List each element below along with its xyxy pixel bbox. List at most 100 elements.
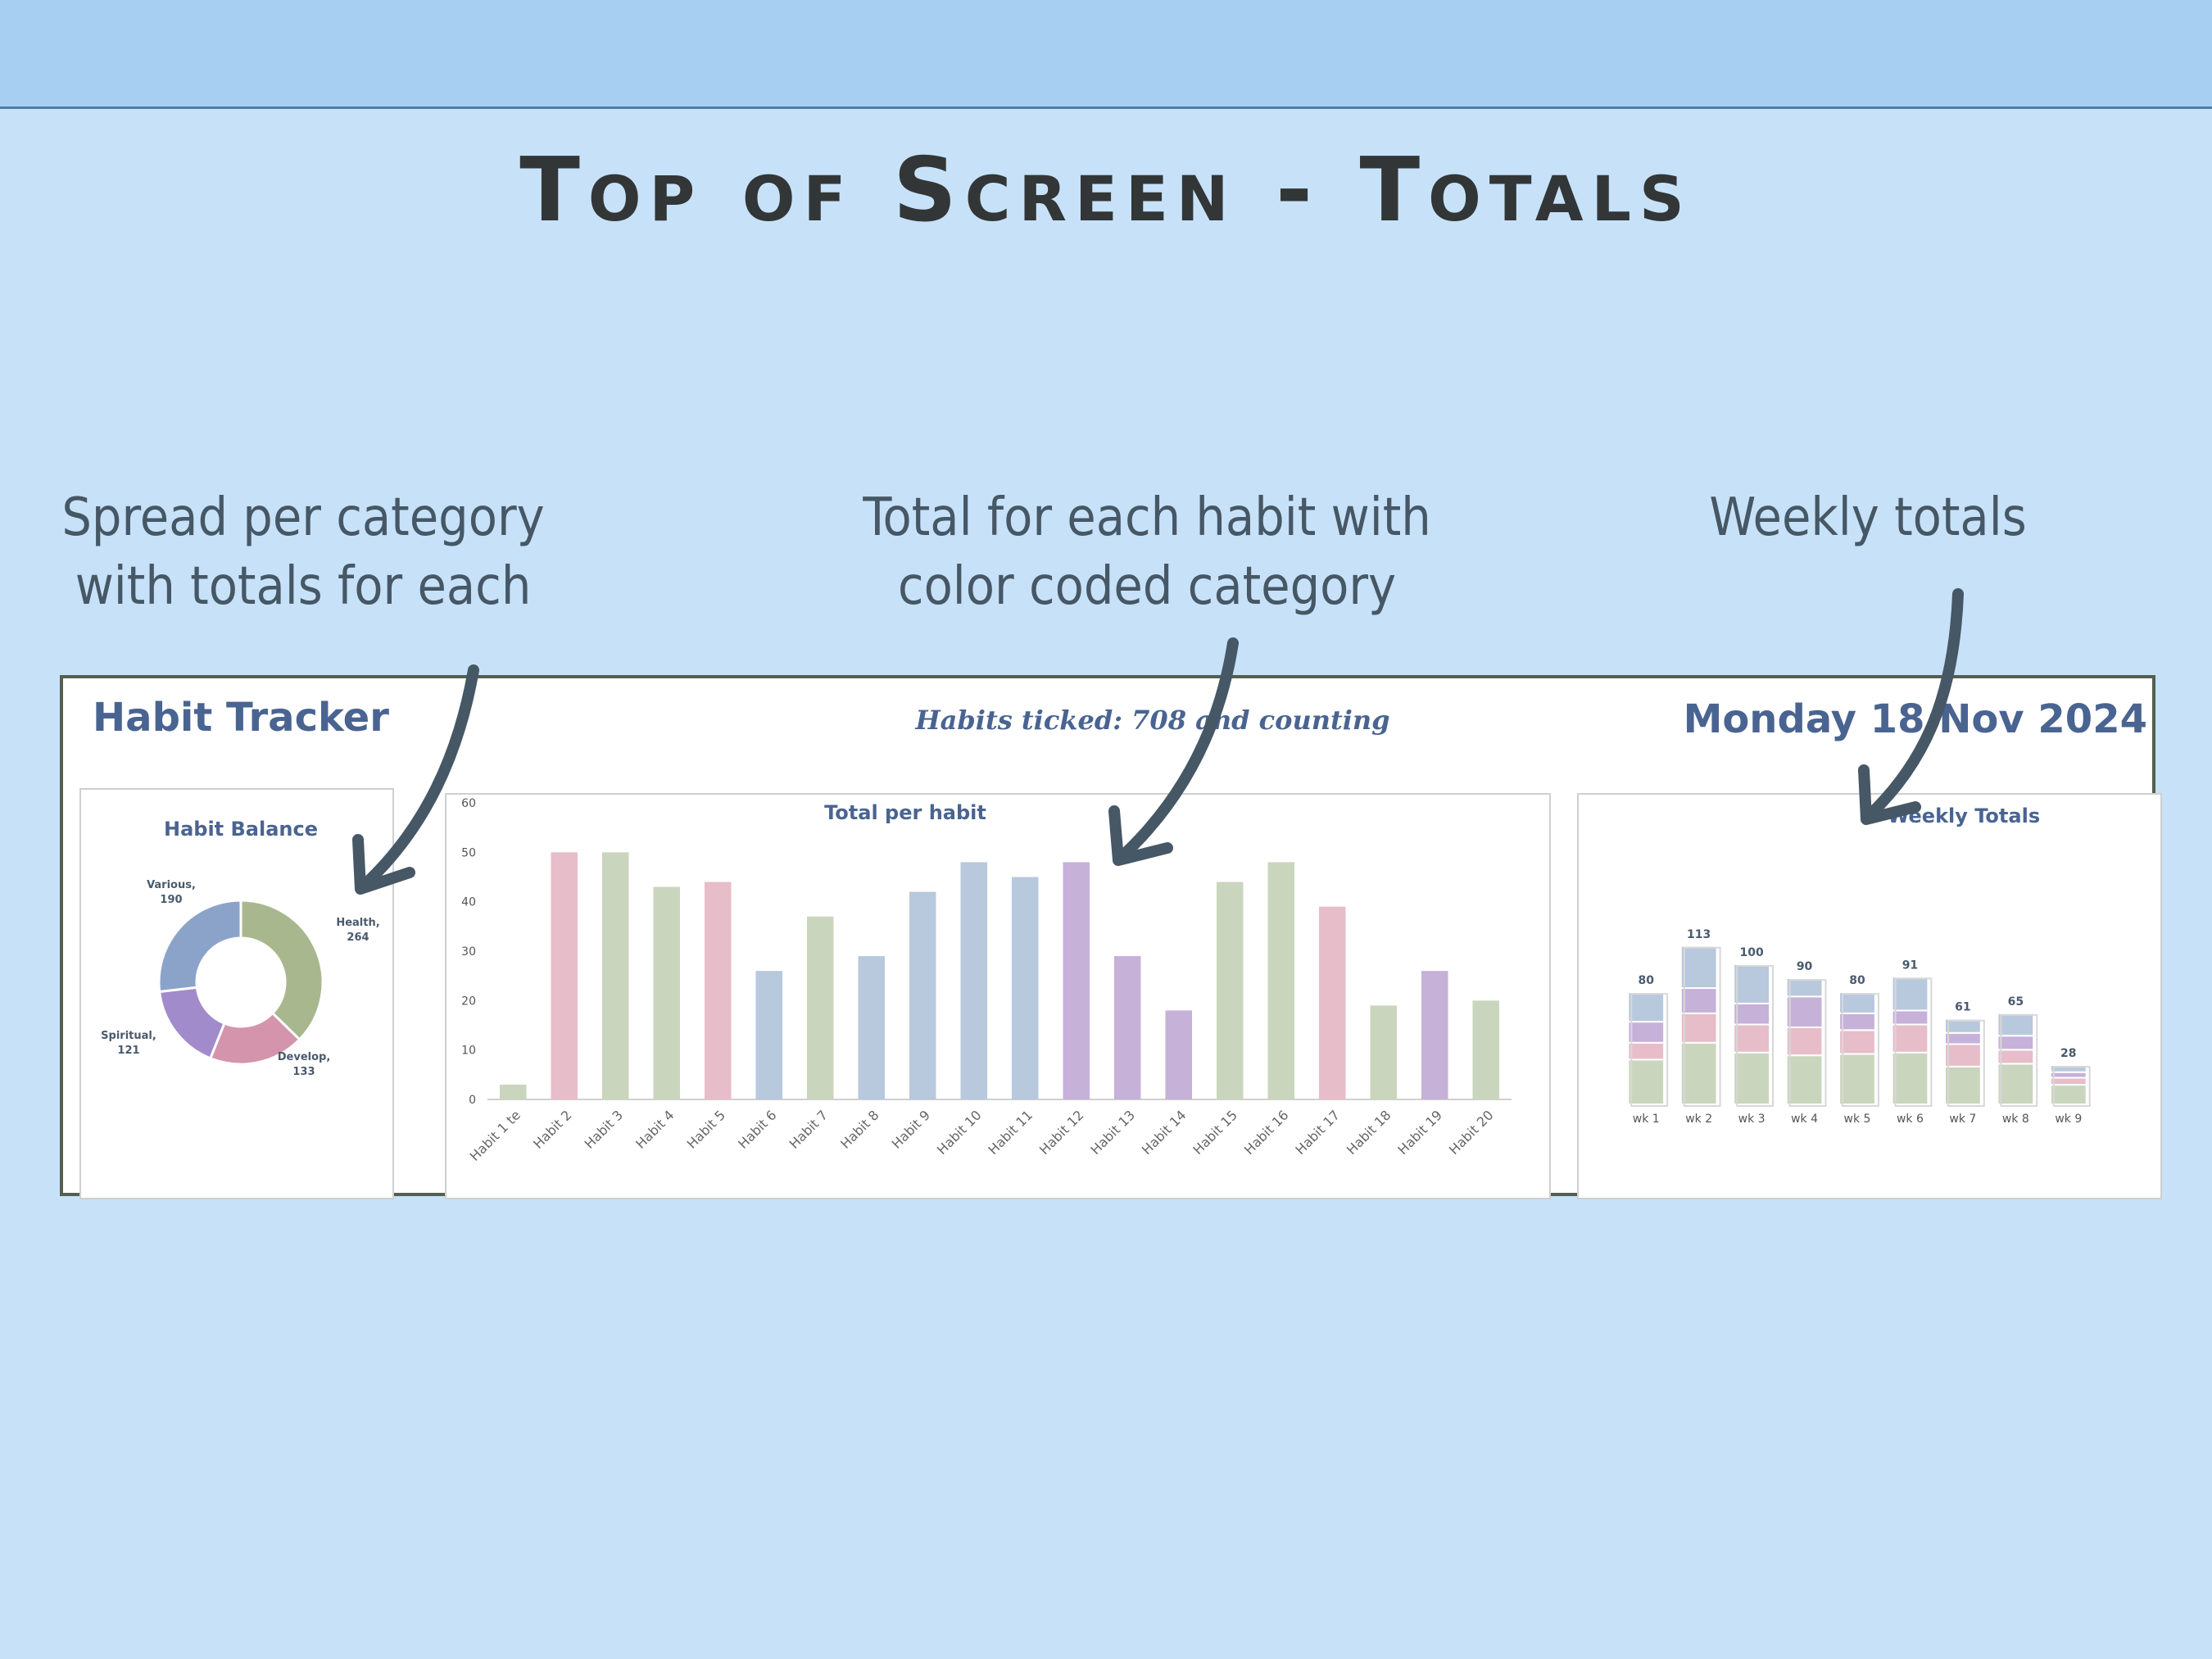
habit-bar [1063,862,1090,1099]
weekly-total-label: 91 [1902,959,1918,972]
arrow-to-bars-head [1108,805,1173,866]
weekly-bar-shadow [1894,977,1933,1107]
donut-label-develop: Develop, [278,1051,331,1063]
habit-bar [858,956,885,1099]
arrow-to-weekly [1864,588,1964,821]
habit-bar [551,852,578,1099]
weekly-x-label: wk 2 [1685,1113,1712,1126]
y-tick-label: 40 [461,896,476,909]
donut-value-develop: 133 [292,1066,315,1078]
habit-tracker-panel: Habit Tracker Habits ticked: 708 and cou… [60,675,2162,1199]
donut-slice-health [239,899,324,1041]
habit-bar [755,971,782,1099]
habit-bar [1114,956,1141,1099]
weekly-segment-health [1679,1041,1718,1106]
y-tick-label: 0 [469,1094,476,1107]
habit-bar [602,852,629,1099]
weekly-x-label: wk 5 [1844,1113,1871,1126]
weekly-x-label: wk 9 [2055,1113,2082,1126]
weekly-segment-spiritual [1733,1002,1771,1026]
habit-bar [653,886,680,1099]
bar-chart-title: Total per habit [824,801,986,824]
weekly-bar-shadow [2052,1066,2091,1107]
donut-title: Habit Balance [164,818,318,841]
habit-balance-chart: Habit Balance Health, 264 Develop, 133 Spirit… [79,788,394,1199]
weekly-total-label: 100 [1739,946,1763,959]
habit-bar [1370,1005,1397,1099]
arrow-to-weekly-head [1858,764,1921,825]
weekly-bar-shadow [2000,1013,2038,1108]
arrow-to-bars [1117,637,1239,862]
weekly-segment-various [1838,991,1876,1014]
donut-label-spiritual: Spiritual, [101,1030,156,1042]
weekly-x-label: wk 7 [1949,1113,1976,1126]
weekly-total-label: 113 [1687,928,1711,941]
habit-bar [1165,1010,1192,1099]
arrow-to-donut-head [352,834,415,895]
habit-balance-svg: Habit Balance Health, 264 Develop, 133 Spirit… [101,818,379,1078]
y-tick-label: 60 [461,797,476,810]
weekly-segment-health [1733,1051,1771,1106]
habit-bar [1472,1000,1499,1099]
weekly-x-label: wk 3 [1738,1113,1766,1126]
y-tick-label: 20 [461,995,476,1008]
habit-bar [909,891,936,1099]
arrow-to-donut [359,664,479,891]
weekly-segment-develop [1838,1029,1876,1055]
weekly-x-label: wk 8 [2002,1113,2029,1126]
annotation-total: Total for each habit with color coded ca… [863,487,1431,617]
annotation-weekly: Weekly totals [1709,487,2027,548]
top-band [0,0,2212,109]
habit-bar [705,882,732,1099]
total-per-habit-chart: Total per habit 0 10 20 30 40 50 60 Habit 1 te Ha… [445,793,1551,1199]
weekly-bar-shadow [1788,979,1827,1107]
habit-bar [500,1084,527,1099]
weekly-x-label: wk 4 [1791,1113,1818,1126]
habit-bar [1012,877,1039,1099]
habit-bar [1319,906,1346,1099]
annotation-spread: Spread per category with totals for each [61,487,545,617]
habit-bar [807,916,834,1099]
y-tick-label: 50 [461,846,476,859]
weekly-segment-spiritual [1785,995,1824,1028]
weekly-total-label: 61 [1955,1001,1970,1014]
habit-bar [1217,882,1244,1099]
weekly-total-label: 65 [2008,995,2024,1009]
weekly-total-label: 90 [1797,960,1813,973]
habit-bar [1267,862,1294,1099]
current-date: Monday 18 Nov 2024 [1683,696,2147,742]
habit-bar [1421,971,1448,1099]
weekly-segment-various [1733,963,1771,1004]
weekly-bar-shadow [1683,946,1721,1107]
donut-slice-various [157,899,243,994]
y-tick-label: 30 [461,945,476,959]
y-tick-label: 10 [461,1045,476,1058]
weekly-segment-various [1891,976,1929,1012]
weekly-x-label: wk 1 [1633,1113,1660,1126]
weekly-segment-various [1679,945,1718,990]
weekly-segment-various [1997,1012,2035,1037]
weekly-segment-various [1943,1018,1982,1034]
weekly-total-label: 80 [1638,974,1654,987]
donut-value-spiritual: 121 [117,1045,139,1057]
weekly-segment-health [1943,1065,1982,1105]
donut-label-various: Various, [147,879,196,891]
habits-ticked-text: Habits ticked: 708 and counting [915,705,1390,736]
weekly-bar-shadow [1630,993,1669,1107]
weekly-total-label: 28 [2060,1047,2076,1060]
weekly-bar-shadow [1842,993,1879,1107]
weekly-segment-develop [1733,1023,1771,1054]
donut-value-health: 264 [347,931,369,944]
page-title: Top of Screen - Totals [519,139,1693,242]
habit-bar [960,862,987,1099]
weekly-bar-shadow [1736,965,1775,1107]
donut-label-health: Health, [336,917,379,929]
weekly-total-label: 80 [1849,974,1865,987]
weekly-segment-various [1785,977,1824,998]
weekly-bar-shadow [1947,1019,1985,1107]
weekly-x-label: wk 6 [1897,1113,1924,1126]
weekly-segment-health [1627,1058,1666,1105]
